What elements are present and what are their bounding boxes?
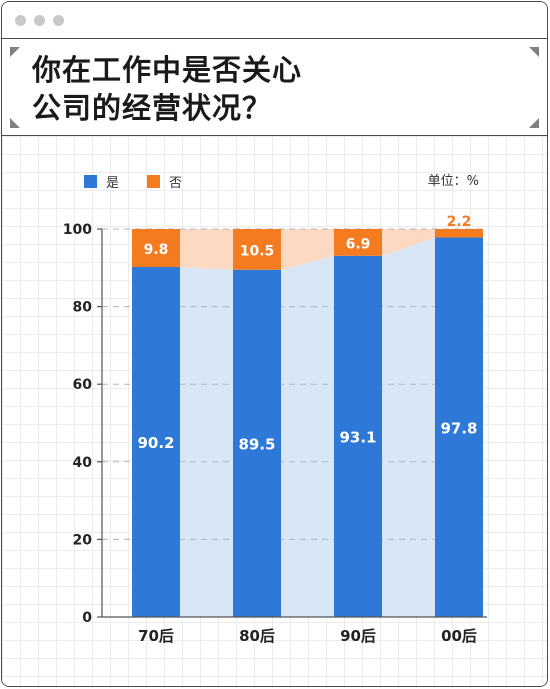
- y-tick-label: 80: [73, 300, 93, 316]
- y-tick-label: 40: [73, 455, 93, 471]
- data-label-yes: 97.8: [440, 419, 477, 437]
- corner-triangle-icon: [10, 47, 20, 57]
- x-tick-label: 90后: [340, 627, 376, 645]
- bar-yes: [334, 255, 382, 617]
- bar-yes: [132, 267, 180, 617]
- chart-area: 是 否 单位：% 90.2 9.8 70后 89.5 10.5 80后 93.1 6.9 90后…: [2, 136, 547, 686]
- bar-no: [334, 229, 382, 256]
- corner-triangle-icon: [529, 47, 539, 57]
- band-no: [281, 229, 334, 270]
- legend: 是 否: [84, 172, 210, 191]
- unit-label: 单位：%: [427, 174, 479, 189]
- y-tick-label: 20: [73, 532, 93, 548]
- bar-no: [132, 229, 180, 268]
- title-header: 你在工作中是否关心 公司的经营状况？: [2, 39, 547, 136]
- legend-label-yes: 是: [106, 176, 120, 191]
- legend-swatch-yes: [84, 175, 97, 188]
- bar-yes: [233, 269, 281, 617]
- band-yes: [180, 267, 233, 617]
- window-titlebar: [2, 2, 547, 39]
- bar-chart-plot: 90.29.870后89.510.580后93.16.990后97.82.200…: [63, 214, 487, 645]
- corner-triangles: [10, 47, 539, 128]
- data-label-no: 9.8: [144, 242, 169, 258]
- x-tick-label: 80后: [239, 627, 275, 645]
- bar-no: [233, 229, 281, 270]
- band-yes: [382, 237, 435, 617]
- title-line-1: 你在工作中是否关心: [32, 53, 303, 87]
- y-tick-label: 60: [73, 377, 93, 393]
- data-label-no: 2.2: [447, 214, 472, 230]
- band-no: [382, 229, 435, 256]
- window-dot-icon: [53, 15, 64, 26]
- data-label-yes: 89.5: [238, 435, 275, 453]
- corner-triangle-icon: [10, 118, 20, 128]
- corner-triangle-icon: [529, 118, 539, 128]
- data-label-no: 6.9: [346, 236, 371, 252]
- page-title: 你在工作中是否关心 公司的经营状况？: [32, 51, 302, 127]
- data-label-yes: 90.2: [137, 434, 174, 452]
- data-label-no: 10.5: [240, 243, 275, 259]
- legend-item-yes: 是: [84, 172, 119, 191]
- x-tick-label: 70后: [138, 627, 174, 645]
- bar-yes: [435, 237, 483, 617]
- legend-label-no: 否: [169, 176, 183, 191]
- window-dot-icon: [15, 15, 26, 26]
- band-yes: [281, 255, 334, 617]
- x-tick-label: 00后: [441, 627, 477, 645]
- window-dot-icon: [34, 15, 45, 26]
- legend-item-no: 否: [147, 172, 182, 191]
- bar-no: [435, 229, 483, 238]
- y-tick-label: 100: [63, 222, 92, 238]
- title-line-2: 公司的经营状况？: [32, 91, 273, 125]
- band-no: [180, 229, 233, 270]
- y-tick-label: 0: [82, 610, 92, 626]
- legend-swatch-no: [147, 175, 161, 188]
- data-label-yes: 93.1: [339, 428, 376, 446]
